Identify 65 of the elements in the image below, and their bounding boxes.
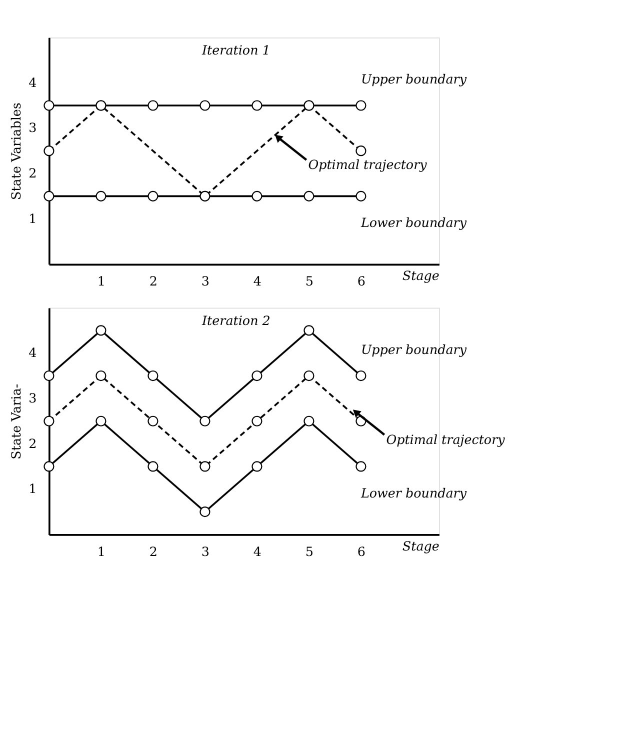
point <box>44 190 54 202</box>
y-axis-title: State Varia- <box>8 384 24 460</box>
point <box>148 370 158 382</box>
x-tick-label: 1 <box>97 544 106 559</box>
x-tick-label: 2 <box>149 274 158 289</box>
x-axis-title: Stage <box>402 538 440 554</box>
point <box>44 370 54 382</box>
point <box>96 370 106 382</box>
point <box>252 416 262 426</box>
point <box>148 100 158 111</box>
x-tick-label: 1 <box>97 274 106 289</box>
x-tick-label: 3 <box>201 274 210 289</box>
point <box>252 100 262 111</box>
point <box>356 461 366 472</box>
y-tick-label: 3 <box>28 390 37 406</box>
series-label: Lower boundary <box>360 215 468 230</box>
point <box>356 190 366 202</box>
x-tick-label: 6 <box>357 274 366 289</box>
point <box>304 370 314 382</box>
point <box>304 325 314 336</box>
series-label: Upper boundary <box>360 72 468 87</box>
point <box>44 461 54 472</box>
annotation: Optimal trajectory <box>386 432 506 447</box>
point <box>200 506 210 518</box>
y-tick-label: 4 <box>28 74 37 90</box>
point <box>44 100 54 111</box>
point <box>44 416 54 426</box>
point <box>252 370 262 382</box>
y-tick-label: 1 <box>28 210 37 226</box>
chart-title: Iteration 2 <box>201 312 270 328</box>
point <box>148 190 158 202</box>
point <box>356 146 366 156</box>
chart-title: Iteration 1 <box>201 42 270 58</box>
x-tick-label: 2 <box>149 544 158 559</box>
point <box>96 190 106 202</box>
point <box>356 100 366 111</box>
x-tick-label: 5 <box>305 544 314 559</box>
x-axis-title: Stage <box>402 268 440 284</box>
series-label: Upper boundary <box>360 342 468 357</box>
point <box>96 325 106 336</box>
point <box>200 461 210 472</box>
x-tick-label: 4 <box>253 544 262 559</box>
x-tick-label: 3 <box>201 544 210 559</box>
y-tick-label: 2 <box>28 436 37 451</box>
point <box>252 190 262 202</box>
y-axis-title: State Variables <box>8 102 24 200</box>
point <box>356 370 366 382</box>
x-tick-label: 5 <box>305 274 314 289</box>
point <box>44 146 54 156</box>
annotation: Optimal trajectory <box>308 156 428 172</box>
y-tick-label: 2 <box>28 166 37 181</box>
point <box>148 461 158 472</box>
point <box>200 416 210 426</box>
x-tick-label: 4 <box>253 274 262 289</box>
point <box>304 190 314 202</box>
point <box>148 416 158 426</box>
point <box>304 416 314 426</box>
y-tick-label: 3 <box>28 120 37 136</box>
series-label: Lower boundary <box>360 485 468 500</box>
point <box>96 416 106 426</box>
x-tick-label: 6 <box>357 544 366 559</box>
point <box>252 461 262 472</box>
point <box>200 100 210 111</box>
y-tick-label: 1 <box>28 481 37 496</box>
y-tick-label: 4 <box>28 345 37 360</box>
